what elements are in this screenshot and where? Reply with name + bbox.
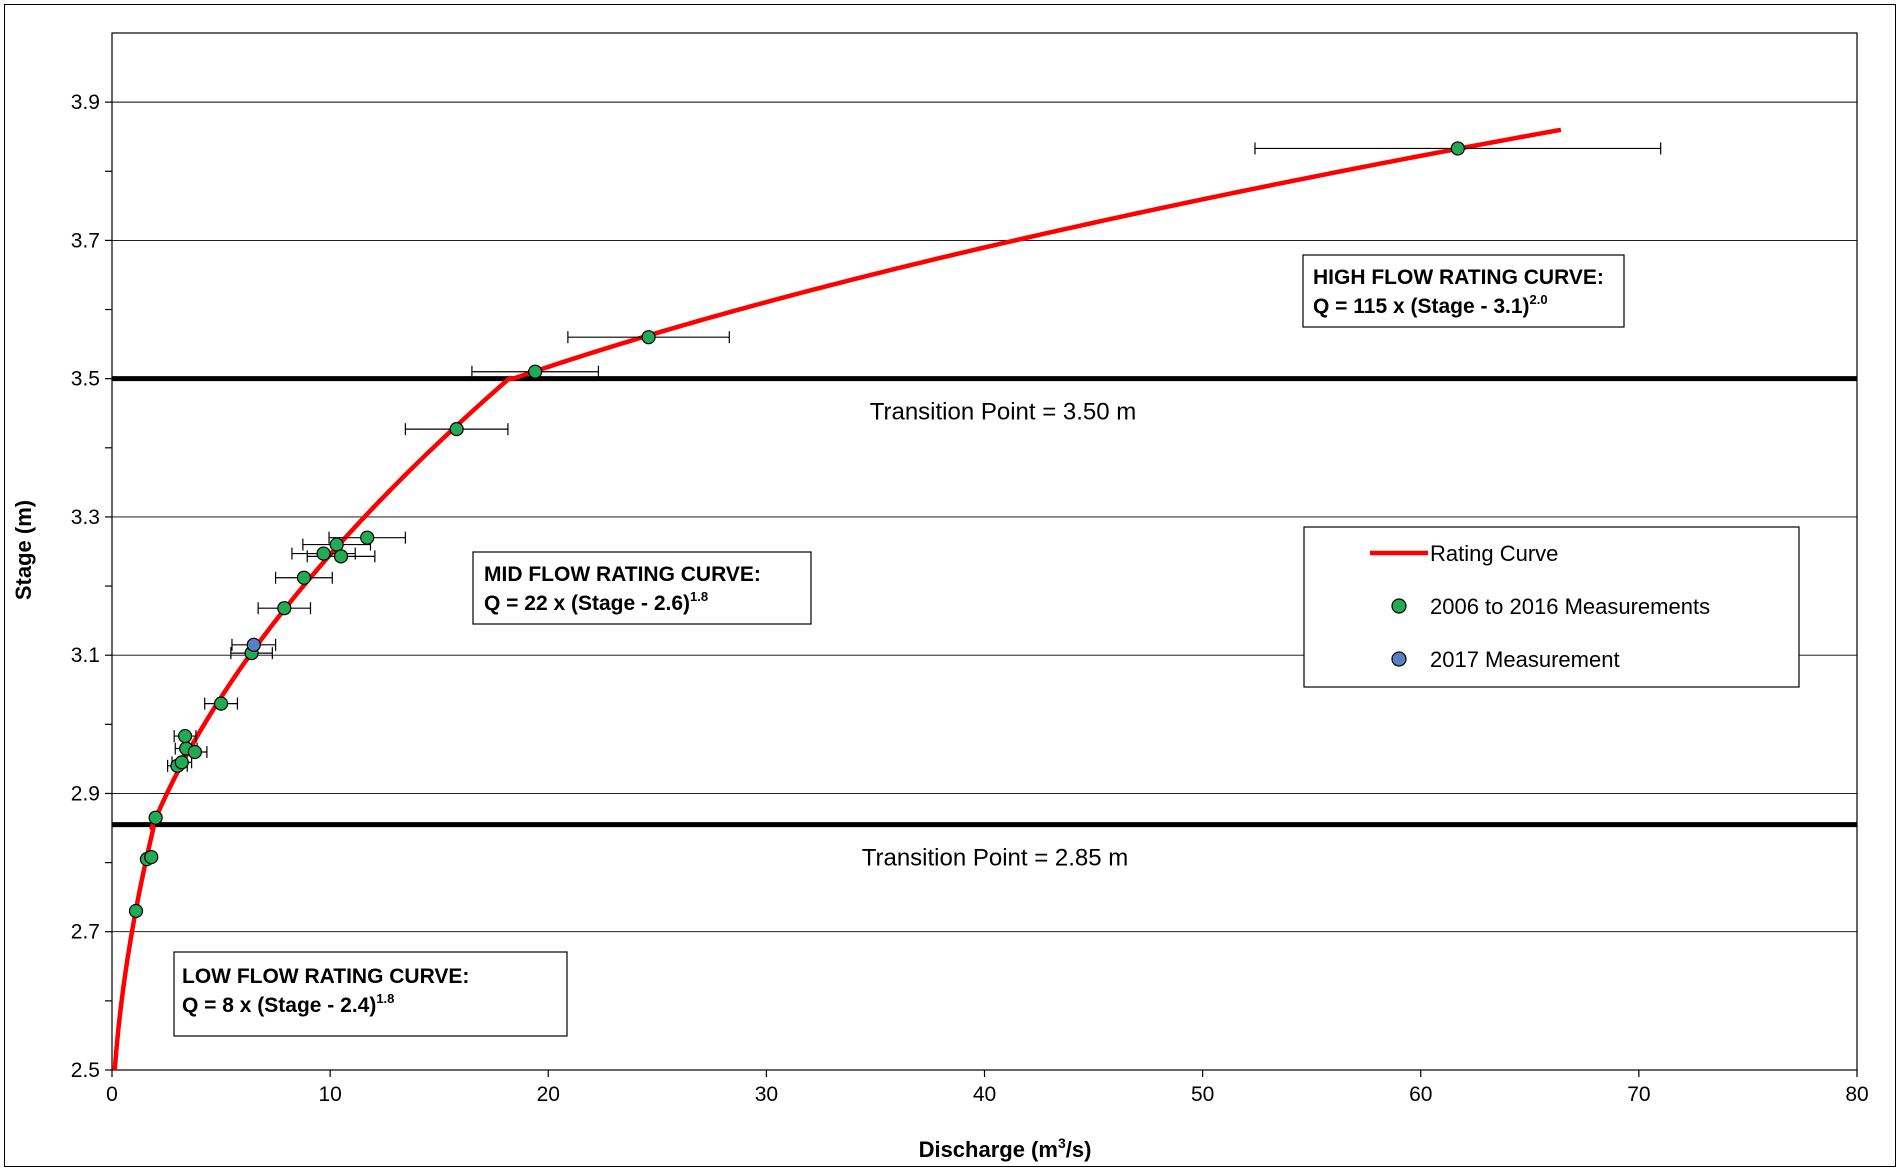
y-tick-label: 3.9 <box>71 91 100 114</box>
measurement-point <box>528 364 543 379</box>
measurement-point <box>277 601 292 616</box>
transition-label: Transition Point = 3.50 m <box>870 399 1137 426</box>
mid-flow-title: MID FLOW RATING CURVE: <box>484 563 761 586</box>
low-flow-box <box>173 951 568 1037</box>
y-tick-label: 3.7 <box>71 229 100 252</box>
measurement-point <box>174 755 189 770</box>
legend-rating-curve-label: Rating Curve <box>1430 541 1558 566</box>
mid-flow-box <box>472 551 812 625</box>
measurement-point <box>213 696 229 711</box>
x-tick-label: 40 <box>973 1083 996 1106</box>
legend-2017-swatch <box>1391 651 1407 667</box>
transition-lines: Transition Point = 3.50 m Transition Poin… <box>112 376 1857 872</box>
measurement-point <box>177 728 193 744</box>
measurement-point <box>144 849 159 865</box>
legend-2017-label: 2017 Measurement <box>1430 647 1620 672</box>
y-tick-label: 2.9 <box>71 782 100 805</box>
low-flow-equation: Q = 8 x (Stage - 2.4)1.8 <box>182 991 394 1017</box>
x-tick-label: 80 <box>1845 1083 1868 1106</box>
measurement-point <box>360 530 375 545</box>
high-flow-box <box>1302 254 1625 328</box>
y-tick-label: 3.3 <box>71 506 100 529</box>
measurement-point <box>449 422 464 437</box>
legend-2006-2016-swatch <box>1391 598 1407 614</box>
y-tick-label: 3.1 <box>71 644 100 667</box>
y-tick-label: 2.5 <box>71 1059 100 1082</box>
mid-flow-equation: Q = 22 x (Stage - 2.6)1.8 <box>484 589 708 615</box>
x-tick-label: 50 <box>1191 1083 1214 1106</box>
measurement-point <box>316 546 331 561</box>
x-axis-title: Discharge (m3/s) <box>919 1135 1092 1162</box>
x-tick-label: 10 <box>318 1083 341 1106</box>
low-flow-title: LOW FLOW RATING CURVE: <box>182 965 469 988</box>
x-tick-label: 0 <box>106 1083 118 1106</box>
measurement-point <box>187 744 202 760</box>
y-tick-label: 2.7 <box>71 921 100 944</box>
legend-2006-2016-label: 2006 to 2016 Measurements <box>1430 594 1710 619</box>
x-tick-label: 30 <box>755 1083 778 1106</box>
measurement-points <box>128 141 1465 919</box>
measurement-point <box>128 903 144 919</box>
legend: Rating Curve 2006 to 2016 Measurements 2… <box>1303 526 1800 688</box>
measurement-point <box>246 637 261 652</box>
high-flow-equation: Q = 115 x (Stage - 3.1)2.0 <box>1313 292 1548 318</box>
chart-frame <box>4 4 1896 1167</box>
measurement-point <box>148 810 163 825</box>
y-axis-title: Stage (m) <box>11 500 36 600</box>
mid-flow-annotation: MID FLOW RATING CURVE: Q = 22 x (Stage -… <box>472 551 812 625</box>
low-flow-annotation: LOW FLOW RATING CURVE: Q = 8 x (Stage - … <box>173 951 568 1037</box>
x-tick-label: 20 <box>537 1083 560 1106</box>
measurement-point <box>333 549 349 564</box>
axis-ticks: 2.5 2.7 2.9 3.1 3.3 3.5 3.7 3.9 0 10 20 30 40 50 60 70 8… <box>71 91 1869 1106</box>
y-tick-label: 3.5 <box>71 368 100 391</box>
x-tick-label: 60 <box>1409 1083 1432 1106</box>
measurement-point <box>641 330 656 345</box>
measurement-point <box>329 537 344 552</box>
gridlines <box>112 101 1857 933</box>
high-flow-annotation: HIGH FLOW RATING CURVE: Q = 115 x (Stage… <box>1302 254 1625 328</box>
high-flow-title: HIGH FLOW RATING CURVE: <box>1313 266 1604 289</box>
x-tick-label: 70 <box>1627 1083 1650 1106</box>
measurement-point <box>296 570 312 585</box>
measurement-point <box>1450 141 1465 156</box>
transition-label: Transition Point = 2.85 m <box>862 845 1129 872</box>
